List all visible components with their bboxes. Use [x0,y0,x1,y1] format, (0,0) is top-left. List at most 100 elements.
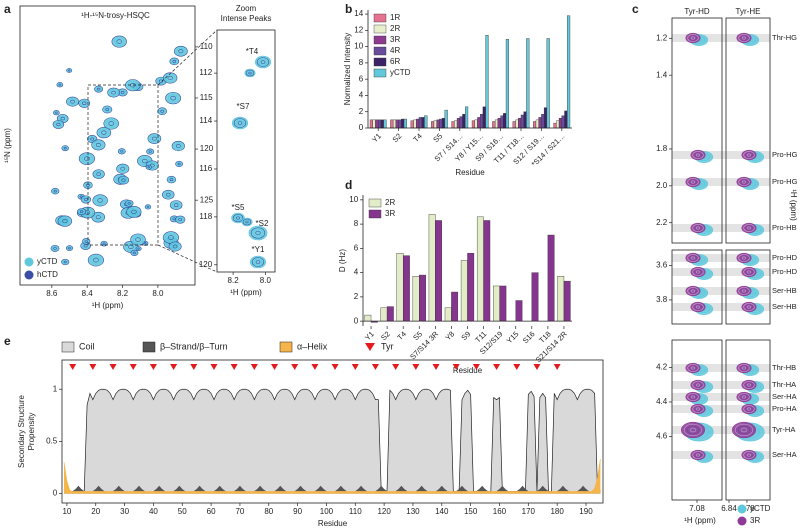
peak-contour [126,200,133,206]
x-tick-label: 8.6 [46,289,58,298]
bar [418,117,422,129]
bar [431,121,435,129]
peak-contour [689,288,697,294]
row-label: Pro-HA [772,404,797,413]
x-tick-label: Y15 [505,329,521,345]
y-tick-label: 3.6 [656,261,668,270]
peak-contour [95,86,102,92]
peak-contour [746,407,752,411]
bar [390,119,394,129]
bar [471,120,475,129]
peak-contour [741,366,747,370]
peak-contour [731,421,756,439]
y-tick-label: 4 [359,91,364,100]
peak-contour [741,395,747,399]
x-tick-label: Y1 [363,329,376,342]
peak-contour [738,178,750,186]
tyr-marker [553,364,561,370]
row-band [672,381,770,389]
row-label: Pro-HD [772,253,798,262]
bar [541,113,545,129]
peak-contour [84,197,88,202]
bar [535,119,539,129]
y-axis-label: Propensity [27,413,36,451]
peak-contour [692,405,704,413]
x-tick-label: 8.2 [228,276,240,285]
tyr-marker [250,364,258,370]
peak-contour [82,101,87,105]
peak-contour [120,90,125,94]
peak-contour [746,383,752,387]
y-tick-label: 110 [200,42,213,51]
peak-contour [137,247,140,250]
peak-contour [692,268,704,276]
legend-swatch [373,57,387,67]
peak-contour [81,154,93,163]
panel-letter: d [345,178,352,192]
peak-contour [90,255,102,265]
bar [538,117,542,129]
peak-contour [737,425,751,435]
bar [494,119,499,129]
legend-label: 2R [385,198,395,207]
peak-contour [119,177,128,184]
strip-frame [725,17,771,244]
y-tick-label: 12 [354,25,363,34]
peak-contour [68,69,71,72]
peak-contour [245,220,249,224]
bar [402,255,410,322]
bar [372,119,376,129]
x-tick-label: 8.4 [82,289,94,298]
peak-contour [108,121,115,126]
row-band [672,254,770,262]
area-fill [64,389,601,494]
peak-contour [692,303,704,311]
bar [520,114,524,129]
y-tick-label: 1.2 [656,33,668,42]
tyr-marker [129,364,137,370]
bar [383,119,387,129]
peak-contour [743,303,755,311]
bar [476,216,484,322]
peak-contour [690,379,706,391]
peak-contour [148,150,152,153]
y-tick-label: 118 [199,212,212,221]
peak-contour [745,152,753,158]
bar [505,39,509,129]
peak-label: *S5 [232,203,245,212]
bar [451,291,459,322]
panel-letter: c [632,2,639,16]
peak-contour [736,285,752,297]
x-tick-label: 7.08 [689,504,705,513]
peak-contour [690,149,706,161]
peak-contour [131,209,137,215]
peak-contour [109,89,118,96]
peak-contour [132,251,136,255]
row-band [672,451,770,459]
bar [456,118,460,129]
column-header: Tyr-HD [684,7,710,16]
peak-contour [101,130,107,135]
bar [556,120,560,129]
peak-contour [151,136,157,141]
row-label: Ser-HA [772,450,797,459]
peak-contour [256,57,270,67]
bar [419,274,426,322]
peak-contour [745,406,753,412]
x-tick-label: Y8 [443,329,456,342]
peak-contour [741,403,757,415]
bar [477,117,481,129]
bar [531,272,539,322]
peak-contour [741,149,757,161]
peak-contour [694,382,702,388]
peak-contour [168,177,175,183]
peak-contour [736,391,752,403]
peak-contour [741,301,757,313]
bar [375,119,379,129]
peak-contour [689,427,697,433]
peak-contour [68,98,77,106]
peak-contour [690,36,696,40]
peak-contour [158,79,164,83]
x-tick-label: 50 [178,507,187,516]
